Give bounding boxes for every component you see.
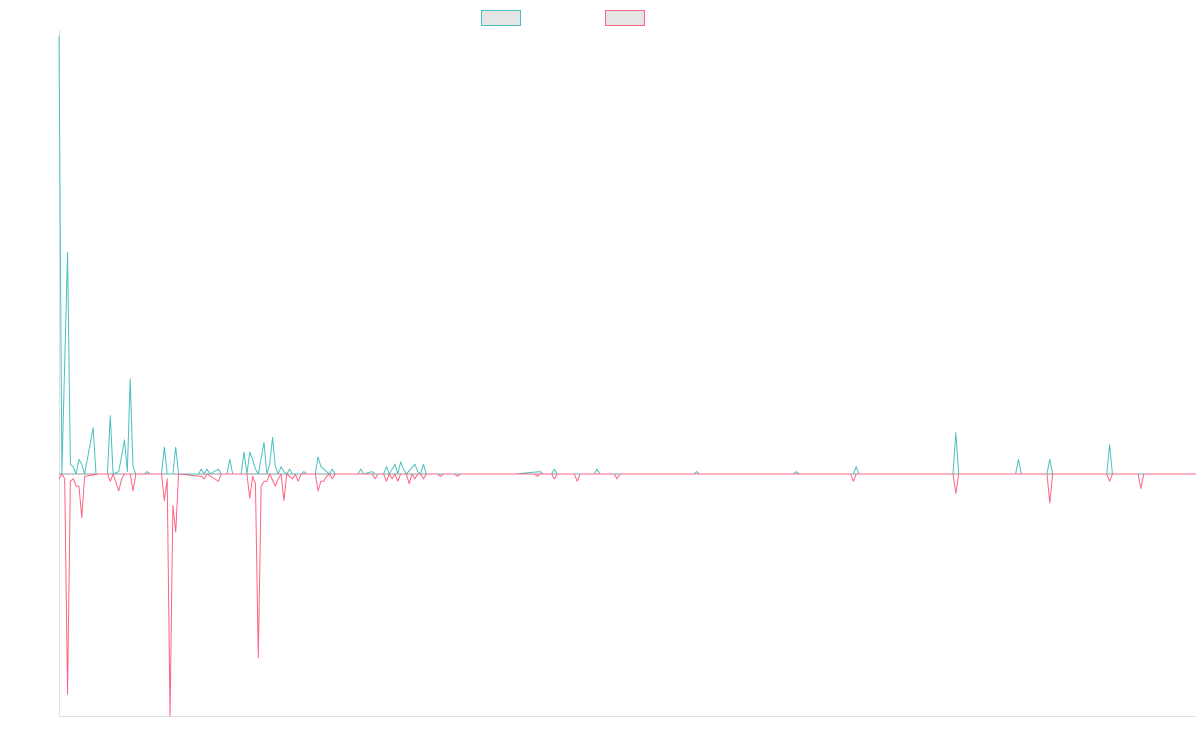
legend-swatch-1 [481, 10, 521, 26]
series-line-2 [58, 473, 1195, 717]
legend-swatch-2 [605, 10, 645, 26]
series-line-1 [58, 35, 1195, 475]
series-layer [58, 35, 1195, 717]
legend-item-1[interactable] [481, 10, 521, 26]
axes [59, 30, 1196, 717]
legend-item-2[interactable] [605, 10, 645, 26]
legend [481, 10, 645, 26]
